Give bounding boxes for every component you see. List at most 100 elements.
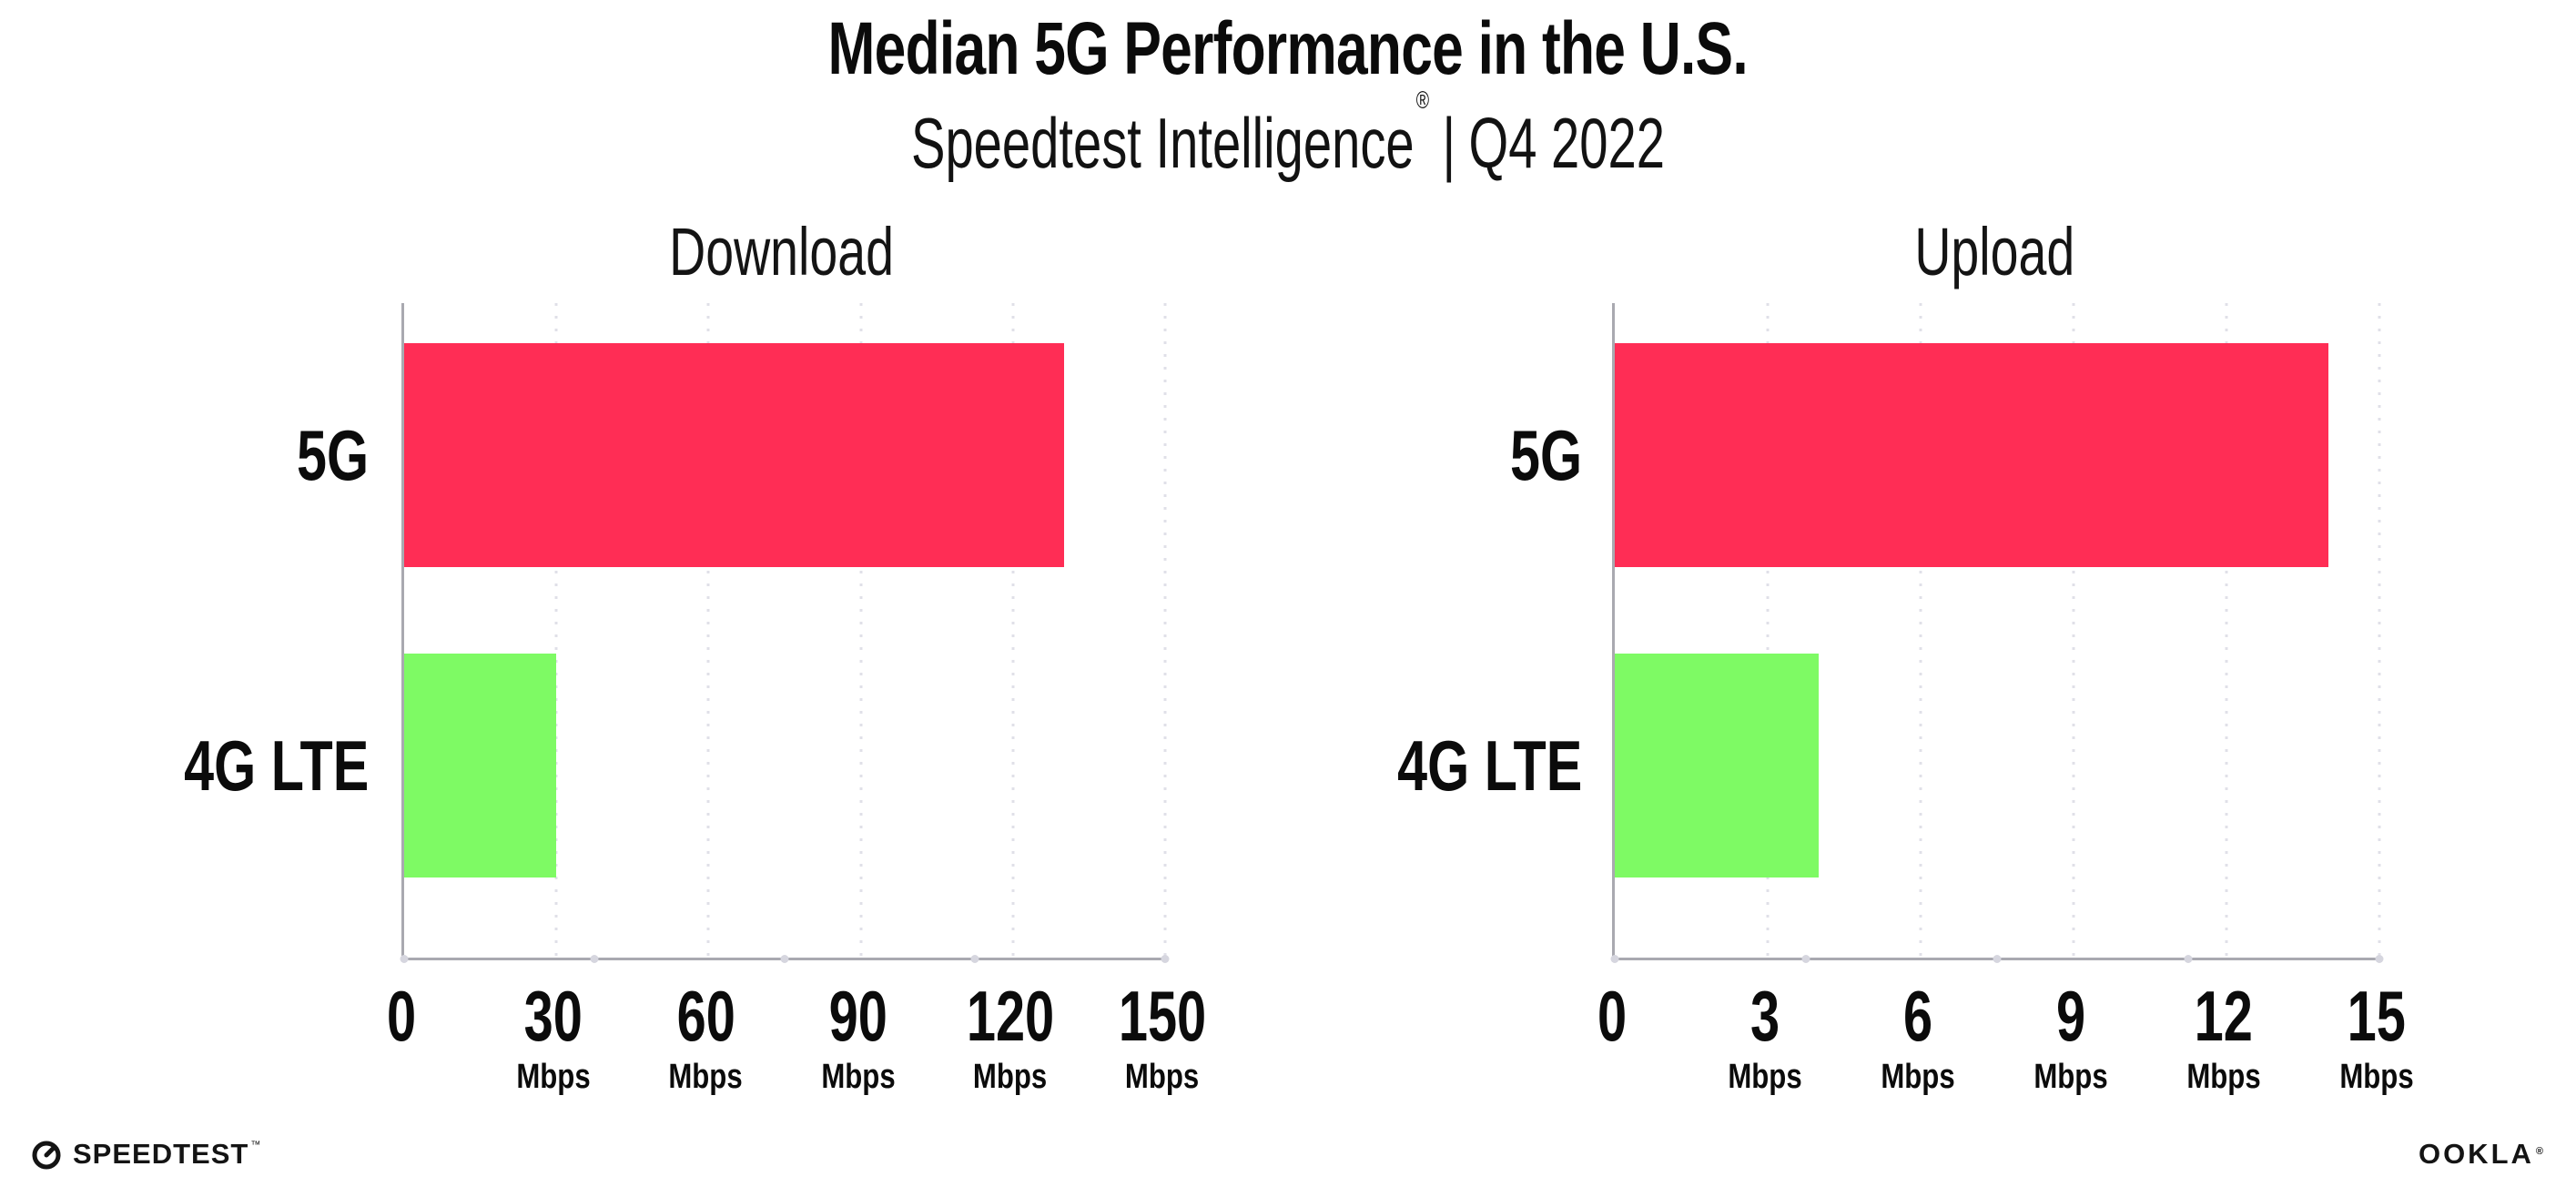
download-chart-title: Download xyxy=(669,214,895,289)
subtitle-separator: | xyxy=(1442,103,1456,183)
bar-5g xyxy=(1615,343,2328,567)
tick-unit: Mbps xyxy=(1103,1058,1222,1096)
ookla-wordmark: OOKLA xyxy=(2418,1138,2534,1170)
category-label-4g-lte: 4G LTE xyxy=(50,726,369,805)
tick-unit-text: Mbps xyxy=(2186,1058,2261,1096)
gridline-12 xyxy=(2225,303,2228,958)
gridline-90 xyxy=(859,303,863,958)
subtitle-product: Speedtest Intelligence xyxy=(911,103,1415,183)
upload-category-labels: 5G 4G LTE xyxy=(1263,303,1582,958)
category-label-text: 4G LTE xyxy=(183,725,369,806)
tick-unit: Mbps xyxy=(2025,1058,2115,1096)
gridline-120 xyxy=(1011,303,1015,958)
tick-12: 12 Mbps xyxy=(2178,976,2268,1096)
category-label-text: 5G xyxy=(1509,415,1582,495)
tick-unit: Mbps xyxy=(813,1058,903,1096)
tick-unit: Mbps xyxy=(661,1058,751,1096)
gridline-150 xyxy=(1163,303,1167,958)
tick-value-text: 3 xyxy=(1749,976,1780,1056)
tick-15: 15 Mbps xyxy=(2331,976,2421,1096)
axis-tick-dot xyxy=(590,955,599,963)
tick-6: 6 Mbps xyxy=(1872,976,1962,1096)
trademark-mark: ™ xyxy=(250,1140,261,1151)
gridline-60 xyxy=(706,303,710,958)
tick-value: 60 xyxy=(661,976,751,1056)
gridline-6 xyxy=(1919,303,1922,958)
tick-unit-text: Mbps xyxy=(1125,1058,1200,1096)
page-subtitle-text: Speedtest Intelligence® | Q4 2022 xyxy=(911,86,1665,187)
tick-value: 120 xyxy=(951,976,1070,1056)
tick-value: 12 xyxy=(2178,976,2268,1056)
ookla-logo: OOKLA ® xyxy=(2419,1138,2546,1171)
axis-tick-dot xyxy=(400,955,409,963)
tick-unit-text: Mbps xyxy=(1881,1058,1955,1096)
bar-4g-lte xyxy=(404,654,557,877)
page-title: Median 5G Performance in the U.S. xyxy=(0,4,2576,95)
tick-value: 30 xyxy=(509,976,599,1056)
upload-chart-title: Upload xyxy=(1914,214,2074,289)
tick-value: 3 xyxy=(1719,976,1810,1056)
tick-0: 0 xyxy=(381,976,421,1056)
axis-tick-dot xyxy=(1610,955,1619,963)
category-label-5g: 5G xyxy=(50,416,369,494)
tick-30: 30 Mbps xyxy=(509,976,599,1096)
registered-mark: ® xyxy=(1415,86,1430,114)
page-title-text: Median 5G Performance in the U.S. xyxy=(827,7,1749,90)
tick-unit-text: Mbps xyxy=(820,1058,896,1096)
tick-value-text: 15 xyxy=(2347,976,2407,1056)
tick-unit: Mbps xyxy=(951,1058,1070,1096)
tick-unit-text: Mbps xyxy=(2033,1058,2108,1096)
category-label-text: 5G xyxy=(296,415,369,495)
subtitle-period: Q4 2022 xyxy=(1468,103,1665,183)
download-category-labels: 5G 4G LTE xyxy=(50,303,369,958)
tick-value: 9 xyxy=(2025,976,2115,1056)
tick-150: 150 Mbps xyxy=(1103,976,1222,1096)
gridline-30 xyxy=(554,303,558,958)
tick-value: 150 xyxy=(1103,976,1222,1056)
page-subtitle: Speedtest Intelligence® | Q4 2022 xyxy=(0,86,2576,187)
bar-5g xyxy=(404,343,1064,567)
tick-unit: Mbps xyxy=(509,1058,599,1096)
tick-unit: Mbps xyxy=(1719,1058,1810,1096)
tick-0: 0 xyxy=(1592,976,1631,1056)
tick-unit-text: Mbps xyxy=(516,1058,591,1096)
tick-value: 90 xyxy=(813,976,903,1056)
tick-unit-text: Mbps xyxy=(2339,1058,2414,1096)
tick-value-text: 120 xyxy=(966,976,1054,1056)
tick-unit: Mbps xyxy=(2331,1058,2421,1096)
axis-tick-dot xyxy=(2184,955,2193,963)
tick-value-text: 60 xyxy=(676,976,735,1056)
tick-value-text: 6 xyxy=(1902,976,1933,1056)
speedtest-gauge-icon xyxy=(32,1141,61,1170)
tick-value: 0 xyxy=(1592,976,1631,1056)
tick-60: 60 Mbps xyxy=(661,976,751,1096)
tick-value-text: 150 xyxy=(1118,976,1207,1056)
gridline-9 xyxy=(2072,303,2075,958)
speedtest-logo: SPEEDTEST ™ xyxy=(30,1135,260,1173)
upload-plot-area xyxy=(1610,303,2384,963)
tick-9: 9 Mbps xyxy=(2025,976,2115,1096)
tick-value-text: 0 xyxy=(386,976,417,1056)
tick-unit: Mbps xyxy=(2178,1058,2268,1096)
tick-value: 0 xyxy=(381,976,421,1056)
tick-120: 120 Mbps xyxy=(951,976,1070,1096)
tick-unit-text: Mbps xyxy=(973,1058,1048,1096)
speedtest-wordmark: SPEEDTEST xyxy=(73,1138,249,1170)
tick-value-text: 90 xyxy=(828,976,887,1056)
tick-3: 3 Mbps xyxy=(1719,976,1810,1096)
tick-value-text: 9 xyxy=(2055,976,2086,1056)
gridline-3 xyxy=(1766,303,1770,958)
axis-tick-dot xyxy=(970,955,979,963)
bar-4g-lte xyxy=(1615,654,1819,877)
tick-value-text: 12 xyxy=(2194,976,2254,1056)
tick-value-text: 30 xyxy=(524,976,583,1056)
upload-x-axis-labels: 0 3 Mbps 6 Mbps 9 Mbps 12 Mbps 15 Mbps xyxy=(1597,976,2414,1131)
tick-value: 6 xyxy=(1872,976,1962,1056)
category-label-5g: 5G xyxy=(1263,416,1582,494)
axis-tick-dot xyxy=(1161,955,1170,963)
category-label-text: 4G LTE xyxy=(1396,725,1582,806)
axis-tick-dot xyxy=(780,955,789,963)
tick-unit-text: Mbps xyxy=(668,1058,744,1096)
gridline-15 xyxy=(2378,303,2381,958)
